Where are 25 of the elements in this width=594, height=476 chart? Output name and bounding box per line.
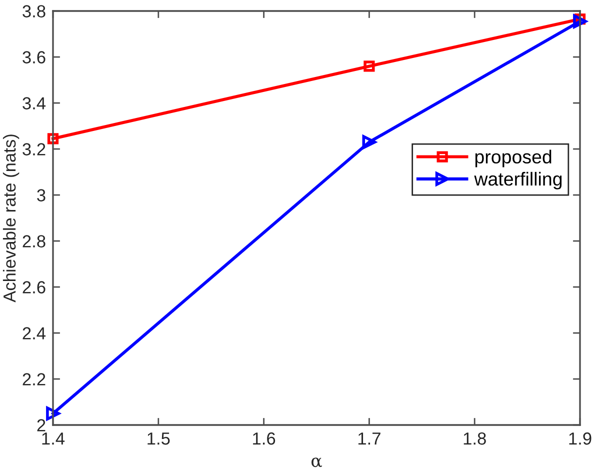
point [47, 133, 59, 144]
y-tick-label: 2.2 [22, 373, 46, 386]
x-axis-title: α [312, 458, 322, 468]
point [364, 60, 375, 72]
x-tick-label: 1.4 [42, 432, 65, 445]
point [362, 135, 376, 150]
y-tick-label: 3.6 [22, 51, 46, 64]
y-tick-label: 3.2 [22, 143, 46, 156]
y-axis-title: Achievable rate (nats) [2, 134, 20, 302]
y-tick-label: 2.6 [22, 281, 46, 294]
y-tick-label: 3.8 [22, 5, 46, 18]
y-tick-label: 3.4 [22, 97, 46, 110]
point [573, 14, 587, 28]
legend-label: waterfilling [474, 172, 562, 190]
x-tick-label: 1.5 [148, 432, 170, 445]
x-tick-label: 1.9 [569, 432, 592, 445]
x-tick-label: 1.6 [253, 432, 276, 445]
y-tick-label: 2 [37, 419, 46, 432]
point [46, 406, 60, 420]
x-tick-label: 1.8 [464, 432, 486, 445]
y-tick-label: 3 [37, 189, 46, 202]
x-tick-label: 1.7 [358, 432, 380, 445]
y-tick-label: 2.4 [22, 327, 46, 340]
y-tick-label: 2.8 [22, 235, 46, 248]
legend-label: proposed [475, 150, 552, 168]
